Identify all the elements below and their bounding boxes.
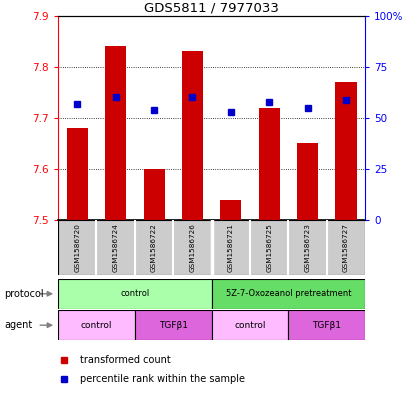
Bar <box>259 108 280 220</box>
Bar <box>144 169 165 220</box>
Text: 5Z-7-Oxozeanol pretreatment: 5Z-7-Oxozeanol pretreatment <box>226 289 351 298</box>
Text: GSM1586723: GSM1586723 <box>305 223 310 272</box>
Bar <box>288 310 365 340</box>
Text: TGFβ1: TGFβ1 <box>312 321 341 330</box>
Text: control: control <box>81 321 112 330</box>
Bar <box>182 51 203 220</box>
Bar <box>212 310 288 340</box>
Text: GSM1586726: GSM1586726 <box>190 223 195 272</box>
Bar <box>212 279 365 309</box>
Bar <box>297 143 318 220</box>
Text: GSM1586720: GSM1586720 <box>74 223 80 272</box>
Bar <box>135 310 212 340</box>
Bar <box>105 46 126 220</box>
Text: percentile rank within the sample: percentile rank within the sample <box>80 374 244 384</box>
Text: control: control <box>120 289 149 298</box>
Text: transformed count: transformed count <box>80 354 170 365</box>
Text: GSM1586725: GSM1586725 <box>266 223 272 272</box>
Title: GDS5811 / 7977033: GDS5811 / 7977033 <box>144 2 279 15</box>
Text: GSM1586721: GSM1586721 <box>228 223 234 272</box>
Text: control: control <box>234 321 266 330</box>
Text: TGFβ1: TGFβ1 <box>159 321 188 330</box>
Bar <box>58 279 212 309</box>
Text: GSM1586727: GSM1586727 <box>343 223 349 272</box>
Bar <box>335 82 356 220</box>
Text: agent: agent <box>4 320 32 330</box>
Text: protocol: protocol <box>4 289 44 299</box>
Bar <box>58 310 135 340</box>
Text: GSM1586724: GSM1586724 <box>113 223 119 272</box>
Text: GSM1586722: GSM1586722 <box>151 223 157 272</box>
Bar <box>67 128 88 220</box>
Bar <box>220 200 242 220</box>
